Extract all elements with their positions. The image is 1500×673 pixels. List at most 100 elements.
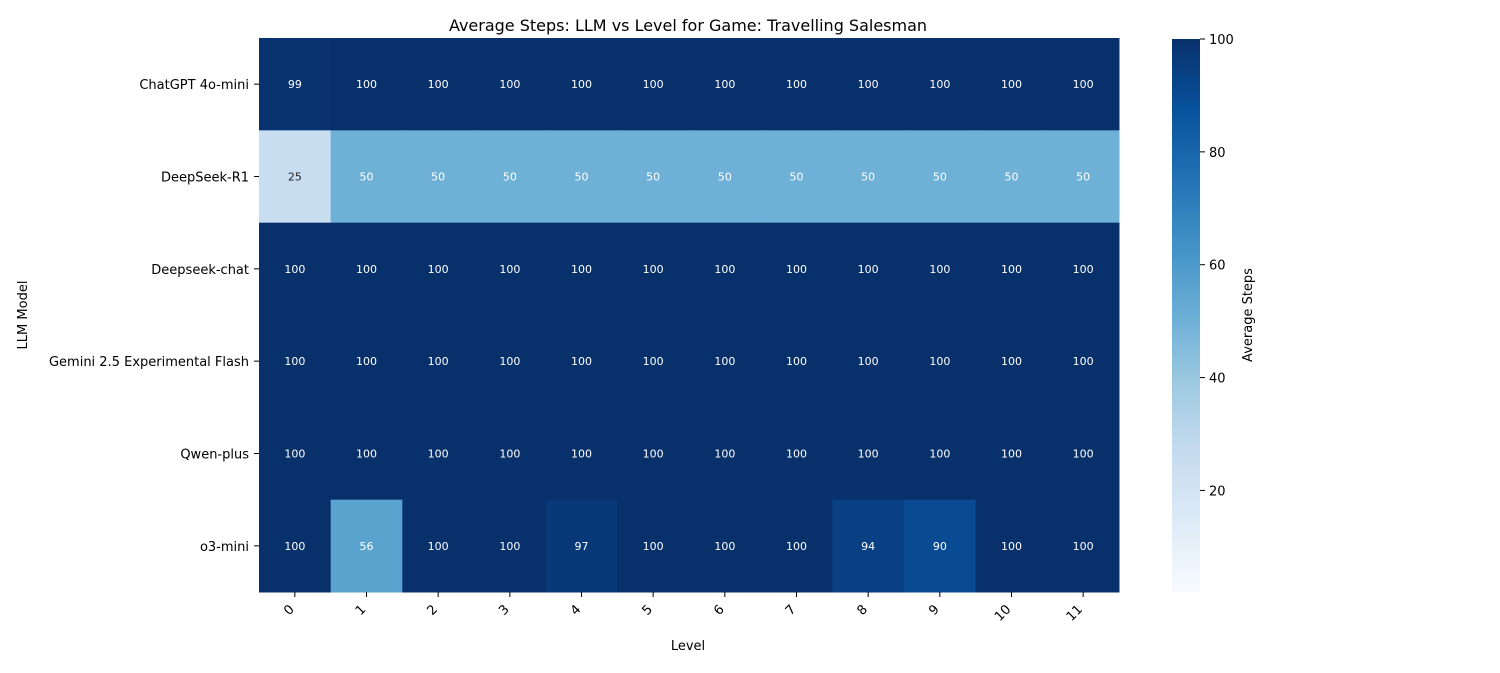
cell-value-label: 100	[643, 355, 664, 368]
cell-value-label: 100	[571, 448, 592, 461]
cell-value-label: 90	[933, 540, 947, 553]
cell-value-label: 100	[1001, 263, 1022, 276]
heatmap-cell	[617, 499, 690, 593]
heatmap-cell	[259, 407, 332, 501]
cell-value-label: 100	[571, 355, 592, 368]
cell-value-label: 100	[356, 263, 377, 276]
heatmap-cell	[330, 222, 403, 316]
heatmap-cell	[689, 38, 762, 131]
cell-value-label: 100	[428, 78, 449, 91]
cell-value-label: 50	[431, 171, 445, 184]
heatmap-cell	[617, 222, 690, 316]
y-axis-ticks: ChatGPT 4o-mini DeepSeek-R1 Deepseek-chat G…	[49, 78, 259, 555]
y-axis-label: LLM Model	[16, 281, 31, 350]
heatmap-cell	[689, 222, 762, 316]
heatmap-cell	[760, 130, 833, 224]
cell-value-label: 99	[288, 78, 302, 91]
x-tick-label: 1	[353, 602, 369, 618]
colorbar-tick-label: 100	[1209, 33, 1234, 48]
heatmap-cell	[975, 38, 1048, 131]
colorbar-tick-label: 40	[1209, 372, 1226, 387]
heatmap-cell	[474, 222, 547, 316]
heatmap-cell	[904, 315, 977, 408]
x-tick-label: 5	[640, 602, 656, 618]
heatmap-cell	[1047, 315, 1120, 408]
cell-value-label: 50	[1005, 171, 1019, 184]
x-tick-label: 3	[496, 602, 512, 618]
cell-value-label: 100	[284, 263, 305, 276]
heatmap-cell	[760, 315, 833, 408]
cell-value-label: 50	[575, 171, 589, 184]
heatmap-cell	[689, 499, 762, 593]
heatmap-cell	[1047, 407, 1120, 501]
y-tick-label: Deepseek-chat	[151, 263, 249, 278]
colorbar-ticks: 20 40 60 80 100	[1200, 33, 1234, 499]
heatmap-cell	[760, 38, 833, 131]
heatmap-cell	[402, 499, 475, 593]
cell-value-label: 100	[284, 448, 305, 461]
x-axis-label: Level	[671, 639, 705, 654]
cell-value-label: 100	[714, 355, 735, 368]
cell-value-label: 100	[1073, 263, 1094, 276]
cell-value-label: 25	[288, 171, 302, 184]
heatmap-cell	[545, 407, 618, 501]
heatmap-cell	[689, 130, 762, 224]
heatmap-cell	[617, 407, 690, 501]
heatmap-cell	[689, 407, 762, 501]
cell-value-label: 100	[356, 448, 377, 461]
heatmap-cell	[760, 407, 833, 501]
cell-value-label: 100	[786, 540, 807, 553]
cell-value-label: 100	[714, 78, 735, 91]
cell-value-label: 100	[1073, 355, 1094, 368]
heatmap-cell	[402, 38, 475, 131]
cell-value-label: 50	[790, 171, 804, 184]
cell-value-label: 100	[1001, 448, 1022, 461]
heatmap-cell	[832, 38, 905, 131]
cell-value-label: 100	[858, 448, 879, 461]
heatmap-cell	[259, 130, 332, 224]
heatmap-cell	[1047, 222, 1120, 316]
cell-value-label: 100	[1001, 78, 1022, 91]
cell-value-label: 100	[284, 355, 305, 368]
heatmap-cell	[259, 315, 332, 408]
cell-value-label: 100	[714, 540, 735, 553]
cell-value-label: 100	[428, 540, 449, 553]
cell-value-label: 100	[428, 448, 449, 461]
x-tick-label: 2	[425, 602, 441, 618]
heatmap-cell	[330, 315, 403, 408]
heatmap-cell	[474, 130, 547, 224]
x-tick-label: 7	[783, 602, 799, 618]
cell-value-label: 100	[499, 355, 520, 368]
heatmap-cell	[975, 407, 1048, 501]
y-tick-label: ChatGPT 4o-mini	[139, 78, 249, 93]
heatmap-cell	[832, 130, 905, 224]
heatmap-cell	[474, 407, 547, 501]
cell-value-label: 100	[786, 78, 807, 91]
cell-value-label: 100	[1073, 448, 1094, 461]
cell-value-label: 50	[861, 171, 875, 184]
cell-value-label: 100	[929, 263, 950, 276]
heatmap-cell	[402, 130, 475, 224]
heatmap-cell	[1047, 499, 1120, 593]
y-tick-label: Gemini 2.5 Experimental Flash	[49, 355, 249, 370]
y-tick-label: Qwen-plus	[180, 448, 249, 463]
x-tick-label: 10	[992, 602, 1014, 624]
cell-value-label: 50	[718, 171, 732, 184]
heatmap-cell	[330, 407, 403, 501]
cell-value-label: 100	[1001, 540, 1022, 553]
heatmap-cell	[975, 315, 1048, 408]
heatmap-cell	[832, 499, 905, 593]
cell-value-label: 100	[499, 540, 520, 553]
heatmap-cell	[474, 499, 547, 593]
heatmap-cell	[474, 38, 547, 131]
heatmap-cell	[975, 130, 1048, 224]
cell-value-label: 50	[360, 171, 374, 184]
cell-value-label: 100	[643, 448, 664, 461]
cell-value-label: 100	[356, 355, 377, 368]
cell-value-label: 100	[643, 263, 664, 276]
heatmap-cell	[975, 499, 1048, 593]
heatmap-cell	[330, 499, 403, 593]
cell-value-label: 100	[1073, 78, 1094, 91]
heatmap-cell	[1047, 130, 1120, 224]
heatmap-cell	[617, 38, 690, 131]
